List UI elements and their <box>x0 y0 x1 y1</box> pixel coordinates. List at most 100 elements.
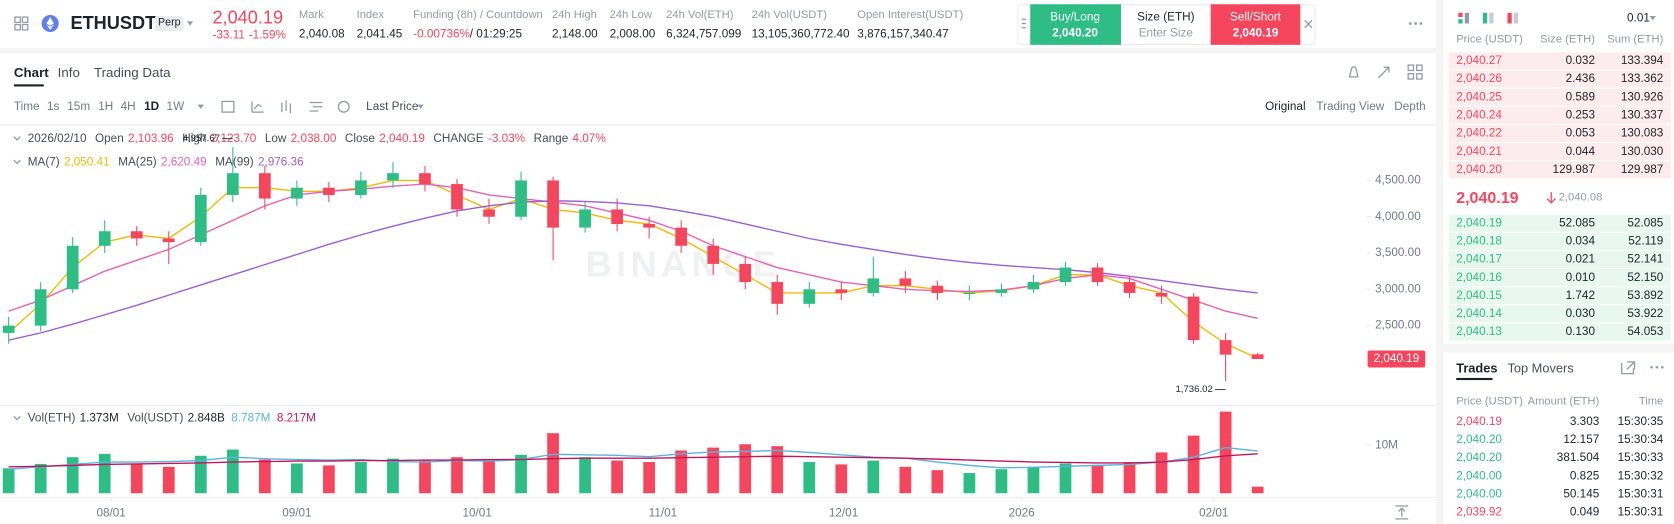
trade-price: 2,040.00 <box>1456 469 1502 483</box>
book-price: 2,040.13 <box>1456 325 1502 339</box>
stat-value: 3,876,157,340.47 <box>857 27 949 41</box>
stat-value: 2,148.00 <box>551 27 598 41</box>
price-change-pct: -1.59% <box>248 28 286 42</box>
book-cell: 0.010 <box>1565 271 1595 284</box>
depth-row <box>1448 323 1671 341</box>
stat-label: 24h Vol(ETH) <box>666 8 734 22</box>
depth-row <box>1448 232 1671 250</box>
column-header: Amount (ETH) <box>1527 395 1600 408</box>
view-option[interactable]: Original <box>1265 100 1306 114</box>
book-price: 2,040.24 <box>1456 108 1502 122</box>
stat-label: Funding (8h) / Countdown <box>413 8 543 22</box>
book-cell: 0.021 <box>1565 253 1595 266</box>
tab[interactable]: Info <box>57 65 80 81</box>
book-price: 2,040.19 <box>1456 216 1502 230</box>
tab-underline <box>1456 377 1493 381</box>
book-cell: 1.742 <box>1565 289 1595 303</box>
column-header: Price (USDT) <box>1456 33 1523 46</box>
buy-button[interactable] <box>1030 4 1121 45</box>
depth-row <box>1448 250 1671 268</box>
depth-row <box>1448 214 1671 232</box>
interval[interactable]: Time <box>13 100 40 114</box>
book-price: 2,040.20 <box>1456 163 1502 177</box>
trade-cell: 15:30:33 <box>1617 451 1664 465</box>
column-header: Price (USDT) <box>1456 395 1523 408</box>
trade-cell: 12.157 <box>1563 433 1600 447</box>
book-cell: 130.337 <box>1620 108 1664 122</box>
sell-label[interactable]: Sell/Short <box>1230 10 1281 24</box>
interval[interactable]: 1H <box>98 100 114 114</box>
interval[interactable]: 1s <box>46 100 60 114</box>
tab[interactable]: Top Movers <box>1507 360 1574 376</box>
book-cell: 130.030 <box>1620 145 1664 159</box>
stat-value: 6,324,757.099 <box>666 27 742 41</box>
depth-row <box>1448 88 1671 106</box>
stat-value: -0.00736% <box>413 27 470 41</box>
book-price: 2,040.25 <box>1456 90 1502 104</box>
trade-price: 2,040.00 <box>1456 487 1502 501</box>
view-option[interactable]: Depth <box>1394 100 1426 114</box>
buy-price[interactable]: 2,040.20 <box>1052 26 1098 40</box>
tab[interactable]: Trading Data <box>93 65 171 81</box>
size-input[interactable]: Enter Size <box>1138 26 1193 40</box>
symbol: ETHUSDT <box>70 12 157 34</box>
trade-cell: 0.049 <box>1569 506 1600 519</box>
book-price: 2,040.14 <box>1456 307 1502 321</box>
stat-value: 2,008.00 <box>609 27 656 41</box>
book-cell: 0.053 <box>1565 127 1595 140</box>
trade-cell: 15:30:31 <box>1617 506 1664 519</box>
trade-cell: 15:30:34 <box>1617 433 1664 447</box>
sell-price[interactable]: 2,040.19 <box>1232 26 1279 40</box>
mark-price: 2,040.08 <box>1558 191 1603 204</box>
book-price: 2,040.21 <box>1456 145 1502 159</box>
book-cell: 2.436 <box>1565 72 1595 86</box>
trade-price: 2,040.19 <box>1456 415 1502 429</box>
tab[interactable]: Chart <box>13 65 49 81</box>
stat-label: 24h High <box>551 8 597 22</box>
sell-button[interactable] <box>1210 4 1301 45</box>
mid-price: 2,040.19 <box>1456 188 1519 208</box>
book-cell: 52.150 <box>1627 271 1664 284</box>
trade-price: 2,040.20 <box>1456 433 1502 447</box>
view-option[interactable]: Trading View <box>1316 100 1385 114</box>
book-cell: 129.987 <box>1620 163 1664 177</box>
depth-row <box>1448 124 1671 142</box>
precision[interactable]: 0.01 <box>1627 11 1650 25</box>
trade-cell: 381.504 <box>1556 451 1600 465</box>
book-cell: 130.926 <box>1620 90 1664 104</box>
book-cell: 53.892 <box>1627 289 1664 303</box>
depth-row <box>1448 70 1671 88</box>
book-cell: 133.362 <box>1620 72 1664 86</box>
depth-row <box>1448 161 1671 179</box>
book-cell: 0.130 <box>1565 325 1595 339</box>
interval[interactable]: 15m <box>67 100 91 114</box>
trade-price: 2,040.20 <box>1456 451 1502 465</box>
stat-value: 13,105,360,772.40 <box>751 27 850 41</box>
tab-underline <box>13 84 44 87</box>
book-price: 2,040.16 <box>1456 271 1502 284</box>
book-cell: 0.032 <box>1565 54 1595 68</box>
size-label[interactable]: Size (ETH) <box>1137 10 1195 24</box>
book-cell: 52.085 <box>1627 216 1664 230</box>
interval[interactable]: 1W <box>166 100 185 114</box>
interval[interactable]: 4H <box>120 100 136 114</box>
price-type[interactable]: Last Price <box>366 100 419 114</box>
stat-value: / 01:29:25 <box>469 27 522 41</box>
buy-label[interactable]: Buy/Long <box>1050 10 1100 24</box>
interval[interactable]: 1D <box>144 100 160 114</box>
tab[interactable]: Trades <box>1456 360 1498 376</box>
book-price: 2,040.22 <box>1456 127 1502 140</box>
stat-label: 24h Low <box>609 8 652 22</box>
depth-row <box>1448 143 1671 161</box>
book-price: 2,040.17 <box>1456 253 1502 266</box>
column-header: Size (ETH) <box>1540 33 1595 46</box>
depth-row <box>1448 269 1671 287</box>
book-cell: 52.119 <box>1628 234 1664 248</box>
book-cell: 0.030 <box>1565 307 1595 321</box>
book-cell: 0.044 <box>1565 145 1595 159</box>
trade-cell: 0.825 <box>1569 469 1600 483</box>
depth-row <box>1448 287 1671 305</box>
stat-label: Open Interest(USDT) <box>857 8 964 22</box>
